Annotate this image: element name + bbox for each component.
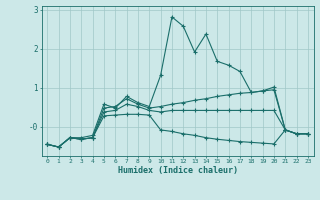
X-axis label: Humidex (Indice chaleur): Humidex (Indice chaleur) <box>118 166 237 175</box>
